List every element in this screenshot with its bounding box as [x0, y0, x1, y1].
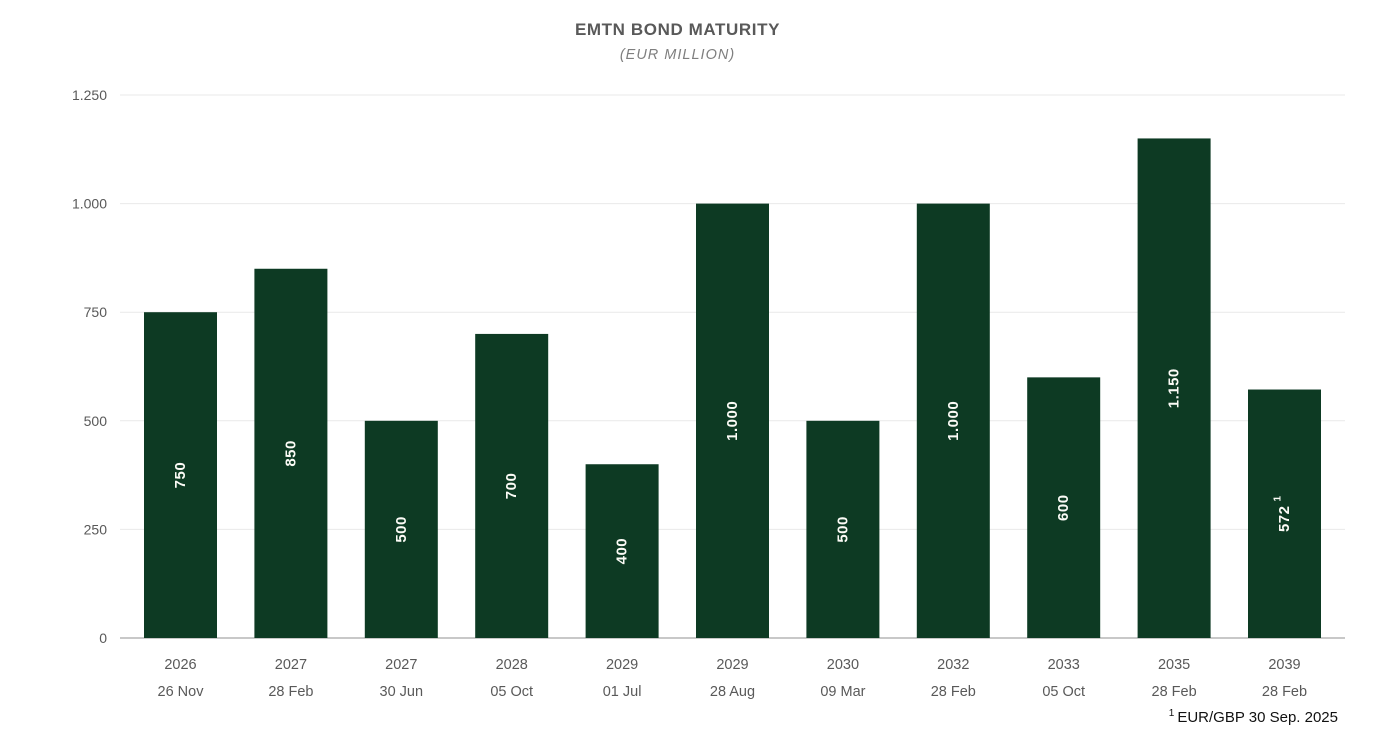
bar — [475, 333, 549, 638]
bar — [1248, 389, 1321, 638]
bar — [696, 203, 769, 638]
footnote-superscript: 1 — [1168, 708, 1175, 719]
bar — [806, 420, 880, 638]
x-tick-year: 2032 — [937, 657, 969, 673]
x-tick-date: 05 Oct — [490, 684, 533, 700]
bar-value-label: 500 — [393, 516, 410, 543]
bar-value-label: 1.000 — [724, 401, 741, 441]
bar — [144, 312, 217, 638]
bar-value-label: 700 — [503, 473, 520, 500]
y-tick-label: 0 — [99, 630, 107, 646]
x-tick-date: 26 Nov — [158, 684, 205, 700]
bar — [364, 420, 438, 638]
y-tick-label: 1.250 — [72, 87, 107, 103]
y-tick-label: 1.000 — [72, 196, 107, 212]
bar-value-label: 1.000 — [945, 401, 962, 441]
y-tick-label: 500 — [84, 413, 108, 429]
bar-value-label: 500 — [834, 516, 851, 543]
bar-value-label: 850 — [282, 440, 299, 467]
bar — [1137, 138, 1211, 638]
x-tick-date: 28 Feb — [1262, 684, 1307, 700]
x-tick-date: 28 Feb — [268, 684, 313, 700]
bar-value-label: 1.150 — [1166, 368, 1183, 408]
bar-value-label: 750 — [172, 462, 189, 489]
bar — [254, 268, 328, 638]
bar-value-superscript: 1 — [1272, 495, 1283, 501]
bar-value-label: 400 — [614, 538, 631, 565]
x-tick-year: 2035 — [1158, 657, 1190, 673]
x-tick-year: 2039 — [1268, 657, 1300, 673]
bar — [1027, 377, 1101, 638]
bar — [916, 203, 990, 638]
bar — [585, 464, 659, 638]
x-tick-date: 09 Mar — [820, 684, 865, 700]
bar-value-label: 600 — [1055, 494, 1072, 521]
x-tick-year: 2030 — [827, 657, 859, 673]
footnote-text: EUR/GBP 30 Sep. 2025 — [1177, 709, 1338, 726]
x-tick-date: 01 Jul — [603, 684, 642, 700]
x-tick-year: 2026 — [164, 657, 196, 673]
x-tick-year: 2033 — [1048, 657, 1080, 673]
x-tick-year: 2027 — [275, 657, 307, 673]
footnote: 1 EUR/GBP 30 Sep. 2025 — [1169, 708, 1338, 726]
x-tick-date: 30 Jun — [380, 684, 424, 700]
x-tick-year: 2027 — [385, 657, 417, 673]
x-tick-date: 28 Aug — [710, 684, 755, 700]
x-tick-year: 2029 — [606, 657, 638, 673]
x-tick-date: 28 Feb — [931, 684, 976, 700]
y-tick-label: 750 — [84, 304, 108, 320]
x-tick-year: 2028 — [496, 657, 528, 673]
y-tick-label: 250 — [84, 521, 108, 537]
x-tick-date: 28 Feb — [1152, 684, 1197, 700]
x-tick-year: 2029 — [716, 657, 748, 673]
x-tick-date: 05 Oct — [1042, 684, 1085, 700]
